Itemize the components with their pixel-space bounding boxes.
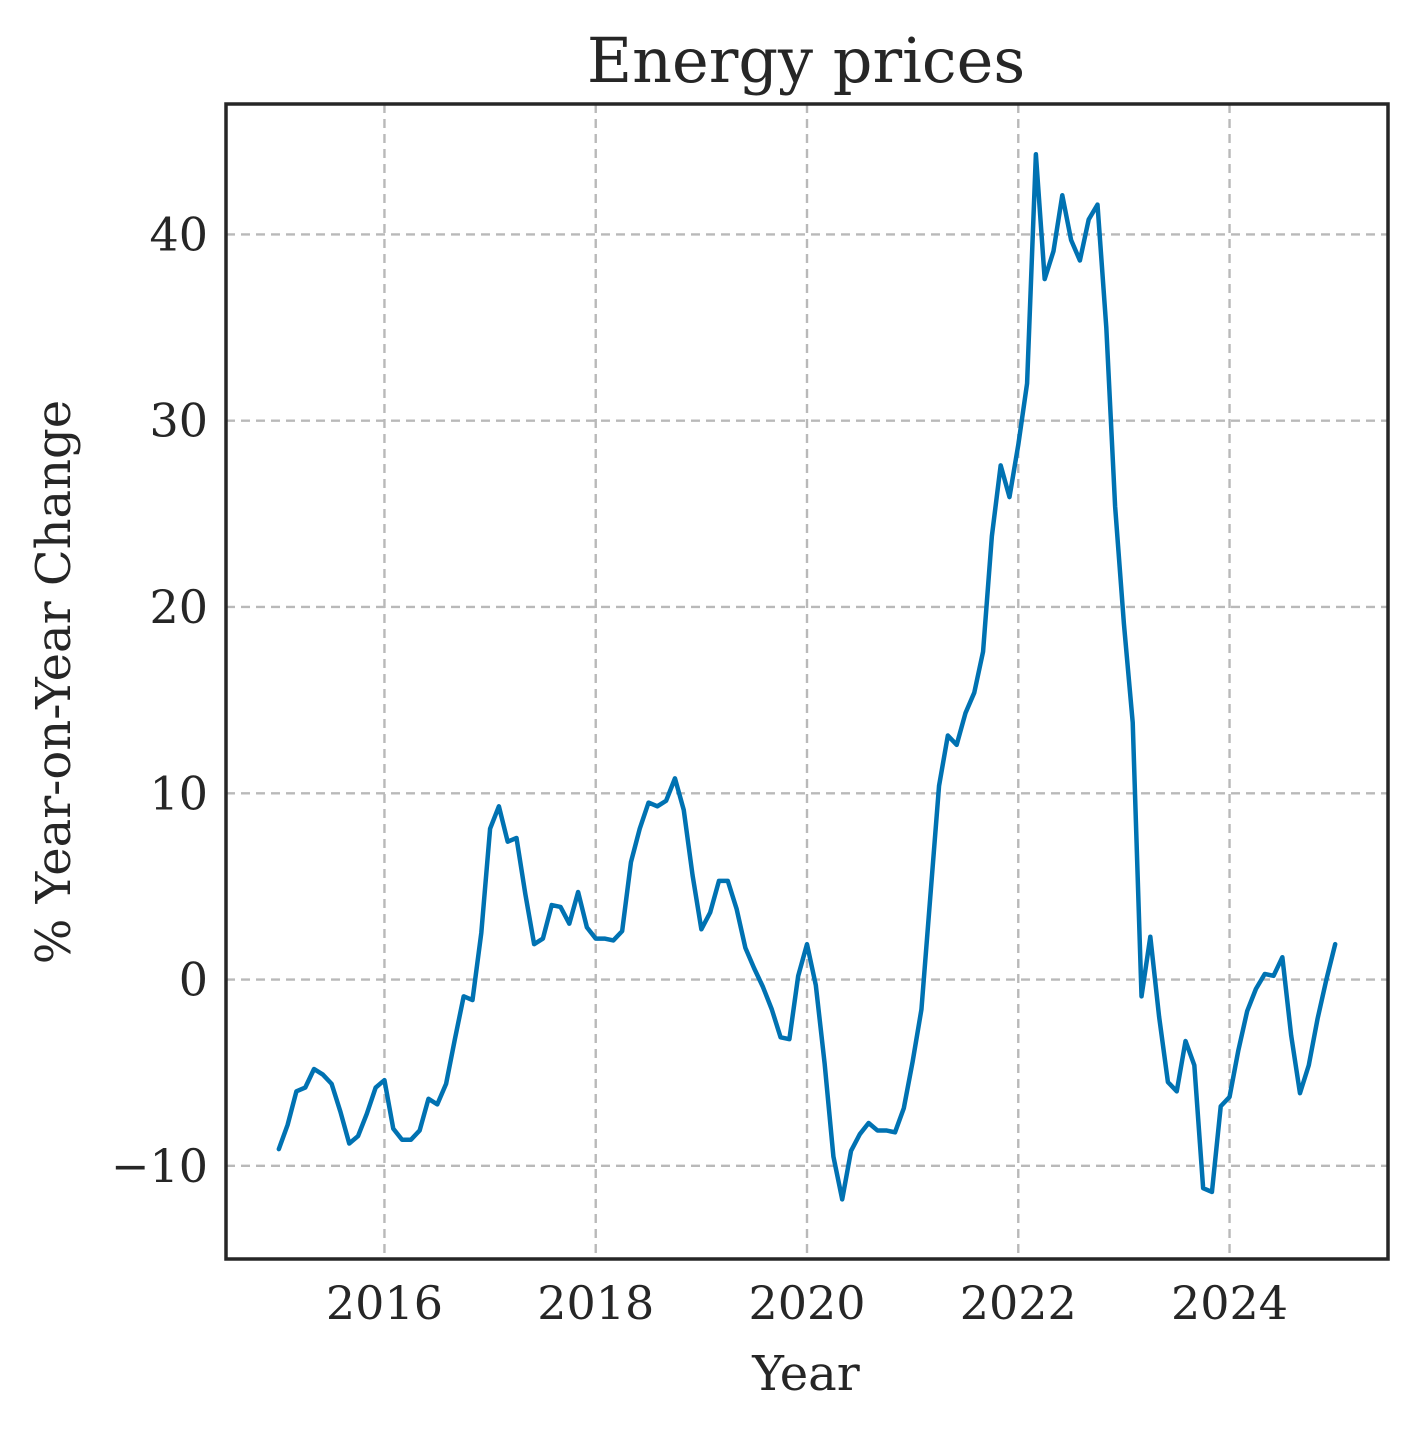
x-tick-label: 2022 [960,1276,1077,1330]
plot-frame [224,102,1390,1261]
y-tick-label: 20 [149,580,208,634]
chart-title: Energy prices [587,24,1025,97]
grid-layer [226,104,1388,1259]
x-tick-label: 2018 [537,1276,654,1330]
y-tick-label: 0 [179,953,208,1007]
x-tick-label: 2020 [748,1276,865,1330]
x-axis-label: Year [751,1346,860,1402]
y-tick-label: 30 [149,394,208,448]
x-tick-label: 2024 [1171,1276,1288,1330]
y-axis-label: % Year-on-Year Change [26,400,82,964]
x-tick-label: 2016 [326,1276,443,1330]
y-tick-label: −10 [111,1139,208,1193]
data-layer [276,152,1338,1202]
tick-labels: 2016 2018 2020 2022 2024 −10 0 10 20 30 40 [111,207,1288,1330]
y-tick-label: 40 [149,207,208,261]
series-line [276,152,1338,1202]
y-tick-label: 10 [149,766,208,820]
